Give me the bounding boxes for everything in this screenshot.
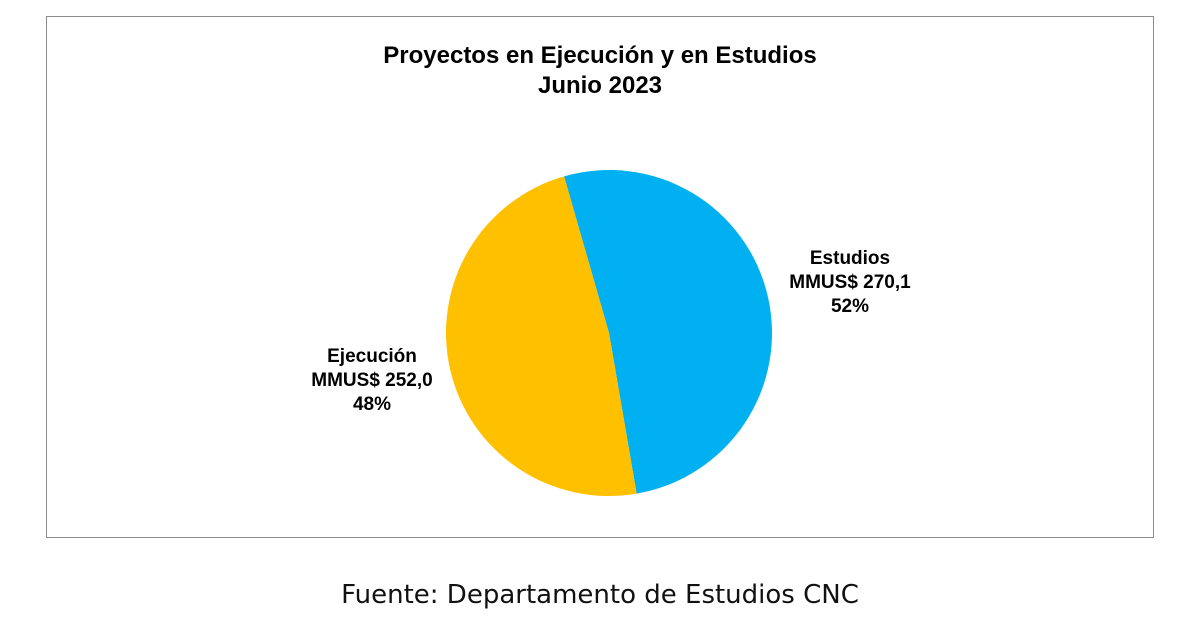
pie-slice-ejecucion [446, 176, 637, 496]
chart-subtitle: Junio 2023 [537, 72, 663, 99]
slice-label-name: Ejecución [327, 346, 417, 367]
chart-title-line: Proyectos en Ejecución y en Estudios [383, 42, 817, 69]
chart-frame: Proyectos en Ejecución y en Estudios Jun… [46, 16, 1154, 538]
slice-label-percent: 52% [830, 296, 870, 317]
slice-label-estudios: Estudios MMUS$ 270,1 52% [765, 247, 935, 319]
chart-title: Proyectos en Ejecución y en Estudios Jun… [47, 41, 1153, 101]
slice-label-ejecucion: Ejecución MMUS$ 252,0 48% [287, 345, 457, 417]
slice-label-name: Estudios [809, 248, 891, 269]
pie-slice-estudios [564, 169, 773, 494]
slice-label-percent: 48% [352, 394, 392, 415]
slice-label-value: MMUS$ 270,1 [789, 272, 911, 293]
source-note: Fuente: Departamento de Estudios CNC [341, 580, 859, 610]
slice-label-value: MMUS$ 252,0 [311, 370, 433, 391]
pie-chart [446, 169, 773, 496]
